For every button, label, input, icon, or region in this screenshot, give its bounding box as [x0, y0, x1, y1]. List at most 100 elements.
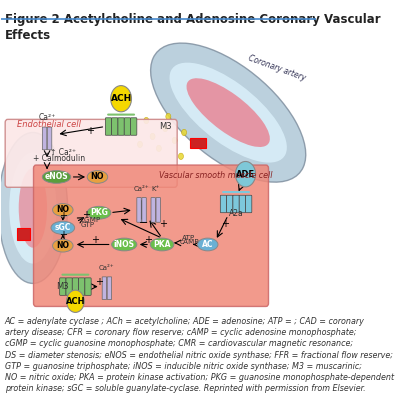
Text: +: +: [159, 219, 167, 229]
Circle shape: [66, 290, 84, 312]
FancyBboxPatch shape: [246, 195, 252, 213]
Ellipse shape: [151, 43, 306, 182]
Text: M3: M3: [56, 282, 69, 291]
Text: AC: AC: [202, 240, 214, 249]
Circle shape: [182, 129, 187, 136]
FancyBboxPatch shape: [42, 127, 47, 150]
FancyBboxPatch shape: [142, 198, 146, 222]
Text: NO: NO: [56, 241, 69, 250]
Text: GTP = guanosine triphosphate; iNOS = inducible nitric oxide synthase; M3 = musca: GTP = guanosine triphosphate; iNOS = ind…: [4, 362, 362, 371]
Ellipse shape: [87, 171, 108, 183]
Text: + Calmodulin: + Calmodulin: [33, 154, 85, 164]
FancyBboxPatch shape: [156, 198, 160, 222]
Circle shape: [150, 133, 155, 140]
Ellipse shape: [170, 63, 287, 162]
FancyBboxPatch shape: [112, 118, 118, 135]
Text: DS = diameter stenosis; eNOS = endothelial nitric oxide synthase; FFR = fraction: DS = diameter stenosis; eNOS = endotheli…: [4, 350, 392, 360]
Ellipse shape: [150, 238, 174, 251]
Circle shape: [111, 86, 132, 112]
Text: Figure 2 Acetylcholine and Adenosine Coronary Vascular
Effects: Figure 2 Acetylcholine and Adenosine Cor…: [4, 13, 380, 42]
FancyBboxPatch shape: [124, 118, 130, 135]
Text: +: +: [144, 234, 152, 244]
Text: +: +: [82, 210, 90, 220]
Circle shape: [156, 145, 162, 152]
Circle shape: [178, 153, 184, 160]
Text: ACH: ACH: [66, 297, 85, 306]
FancyBboxPatch shape: [233, 195, 239, 213]
Text: Ca²⁺: Ca²⁺: [99, 265, 115, 271]
Text: ACH: ACH: [110, 94, 132, 103]
Text: AC = adenylate cyclase ; ACh = acetylcholine; ADE = adenosine; ATP = ; CAD = cor: AC = adenylate cyclase ; ACh = acetylcho…: [4, 317, 364, 326]
Circle shape: [166, 114, 171, 120]
FancyBboxPatch shape: [34, 165, 268, 306]
Ellipse shape: [198, 238, 218, 251]
Text: −: −: [138, 218, 148, 228]
Circle shape: [138, 141, 142, 148]
Text: Ca²⁺: Ca²⁺: [38, 112, 56, 122]
FancyBboxPatch shape: [105, 118, 112, 135]
Ellipse shape: [51, 221, 75, 234]
FancyBboxPatch shape: [220, 195, 227, 213]
FancyBboxPatch shape: [227, 195, 233, 213]
Text: iNOS: iNOS: [114, 240, 135, 249]
Ellipse shape: [52, 239, 73, 252]
Text: +: +: [91, 235, 99, 245]
Text: eNOS: eNOS: [45, 172, 68, 182]
Circle shape: [144, 117, 149, 124]
Text: M3: M3: [159, 122, 172, 131]
Text: PKG: PKG: [90, 208, 108, 217]
Ellipse shape: [112, 238, 137, 251]
Text: Endothelial cell: Endothelial cell: [17, 120, 81, 128]
Text: PKA: PKA: [153, 240, 171, 249]
Text: GTP: GTP: [80, 222, 94, 228]
FancyBboxPatch shape: [72, 278, 78, 295]
Text: NO: NO: [56, 206, 69, 214]
Text: ↑ Ca²⁺: ↑ Ca²⁺: [50, 148, 76, 157]
FancyBboxPatch shape: [60, 278, 66, 295]
Text: A2a: A2a: [229, 209, 244, 218]
Text: Coronary artery: Coronary artery: [247, 54, 307, 83]
FancyBboxPatch shape: [137, 198, 141, 222]
Text: protein kinase; sGC = soluble guanylate-cyclase. Reprinted with permission from : protein kinase; sGC = soluble guanylate-…: [4, 384, 365, 393]
Circle shape: [236, 162, 256, 187]
Circle shape: [163, 125, 168, 132]
Ellipse shape: [0, 132, 68, 284]
FancyBboxPatch shape: [130, 118, 137, 135]
Text: K⁺: K⁺: [152, 186, 160, 192]
Text: +: +: [221, 219, 229, 229]
FancyBboxPatch shape: [85, 278, 91, 295]
FancyBboxPatch shape: [190, 138, 206, 148]
FancyBboxPatch shape: [5, 119, 177, 187]
FancyBboxPatch shape: [66, 278, 72, 295]
Text: +: +: [59, 211, 67, 221]
Ellipse shape: [52, 204, 73, 216]
FancyBboxPatch shape: [239, 195, 246, 213]
Text: +: +: [95, 277, 103, 287]
Ellipse shape: [186, 78, 270, 147]
FancyBboxPatch shape: [78, 278, 85, 295]
Text: cGMP: cGMP: [80, 217, 100, 223]
Text: cAMP: cAMP: [180, 240, 200, 246]
FancyBboxPatch shape: [47, 127, 52, 150]
Text: +: +: [86, 126, 94, 136]
Text: Ca²⁺: Ca²⁺: [134, 186, 149, 192]
FancyBboxPatch shape: [107, 277, 112, 300]
Text: NO: NO: [91, 172, 104, 182]
Text: ATP: ATP: [182, 235, 195, 241]
Text: artery disease; CFR = coronary flow reserve; cAMP = cyclic adenosine monophospha: artery disease; CFR = coronary flow rese…: [4, 328, 356, 337]
FancyBboxPatch shape: [151, 198, 156, 222]
Text: Vascular smooth muscle cell: Vascular smooth muscle cell: [159, 171, 272, 180]
FancyBboxPatch shape: [102, 277, 106, 300]
Text: ADE: ADE: [236, 170, 255, 179]
FancyBboxPatch shape: [118, 118, 124, 135]
Text: NO = nitric oxide; PKA = protein kinase activation; PKG = guanosine monophosphat: NO = nitric oxide; PKA = protein kinase …: [4, 373, 394, 382]
Ellipse shape: [87, 206, 111, 219]
Circle shape: [172, 137, 177, 144]
Ellipse shape: [19, 168, 47, 248]
Text: sGC: sGC: [55, 223, 71, 232]
FancyBboxPatch shape: [17, 228, 30, 240]
Text: +: +: [59, 230, 67, 240]
Text: cGMP = cyclic guanosine monophosphate; CMR = cardiovascular magnetic resonance;: cGMP = cyclic guanosine monophosphate; C…: [4, 340, 353, 348]
Ellipse shape: [42, 171, 71, 183]
Ellipse shape: [9, 152, 56, 264]
